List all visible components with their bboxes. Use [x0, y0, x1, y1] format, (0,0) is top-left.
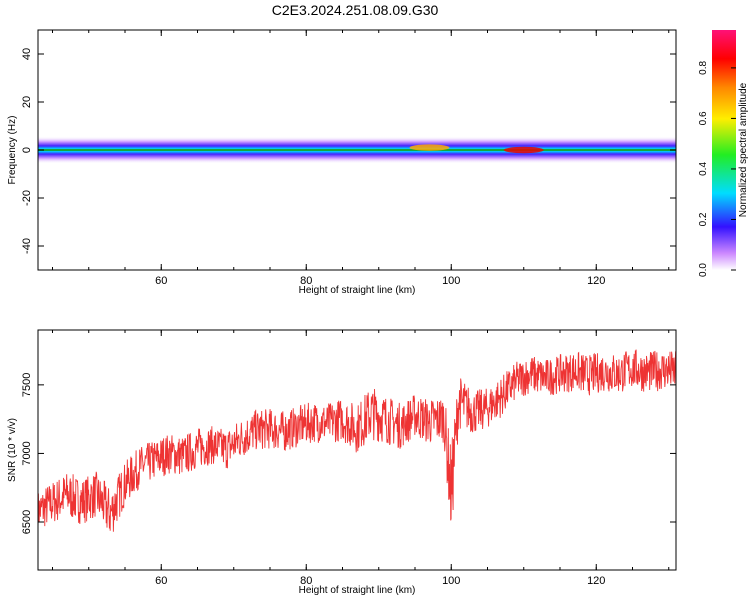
colorbar-tick-label: 0.4: [698, 162, 709, 176]
snr-frame: [37, 329, 677, 571]
spectrogram-x-tick-label: 80: [300, 275, 312, 287]
colorbar-tick-label: 0.0: [698, 263, 709, 277]
colorbar-label: Normalized spectral amplitude: [738, 82, 749, 217]
snr-x-ticks: 60 80 100 120: [52, 330, 670, 587]
spectrogram-x-tick-label: 60: [155, 275, 167, 287]
colorbar-ticks: 0.0 0.2 0.4 0.6 0.8: [698, 61, 736, 277]
snr-x-label: Height of straight line (km): [299, 585, 416, 596]
spectrogram-x-tick-label: 120: [587, 275, 605, 287]
snr-y-tick-label: 6500: [21, 510, 33, 534]
spectral-band: [38, 136, 676, 164]
snr-line: [38, 349, 676, 532]
snr-x-tick-label: 80: [300, 575, 312, 587]
spectrogram-y-tick-label: 0: [21, 147, 33, 153]
snr-x-tick-label: 120: [587, 575, 605, 587]
figure-title: C2E3.2024.251.08.09.G30: [272, 2, 439, 18]
snr-y-tick-label: 7500: [21, 373, 33, 397]
snr-x-tick-label: 60: [155, 575, 167, 587]
colorbar-tick-label: 0.8: [698, 61, 709, 75]
spectral-band-core: [38, 149, 676, 151]
snr-panel: 60 80 100 120 6500 7000 7500 Height of straig…: [7, 329, 677, 596]
spectrogram-y-tick-label: -40: [21, 238, 33, 254]
snr-y-label: SNR (10 * v/v): [7, 418, 18, 482]
spectrogram-y-label: Frequency (Hz): [7, 116, 18, 185]
snr-series: [38, 349, 676, 532]
spectrogram-x-ticks: 60 80 100 120: [52, 30, 670, 287]
colorbar-tick-label: 0.2: [698, 212, 709, 226]
spectrogram-y-ticks: -40 -20 0 20 40: [21, 48, 676, 254]
spectrogram-panel: 60 80 100 120 -40 -20 0 20 40 Height of straigh…: [7, 29, 677, 296]
spectral-highlight: [409, 144, 450, 151]
spectrogram-x-label: Height of straight line (km): [299, 285, 416, 296]
snr-y-ticks: 6500 7000 7500: [21, 373, 676, 534]
spectrogram-y-tick-label: 20: [21, 96, 33, 108]
spectrogram-x-tick-label: 100: [442, 275, 460, 287]
colorbar: 0.0 0.2 0.4 0.6 0.8 Normalized spectral ampl…: [698, 30, 749, 277]
snr-x-tick-label: 100: [442, 575, 460, 587]
spectral-highlight: [503, 146, 544, 154]
colorbar-tick-label: 0.6: [698, 111, 709, 125]
spectrogram-y-tick-label: -20: [21, 190, 33, 206]
spectrogram-y-tick-label: 40: [21, 48, 33, 60]
snr-y-tick-label: 7000: [21, 441, 33, 465]
colorbar-gradient: [712, 30, 736, 270]
